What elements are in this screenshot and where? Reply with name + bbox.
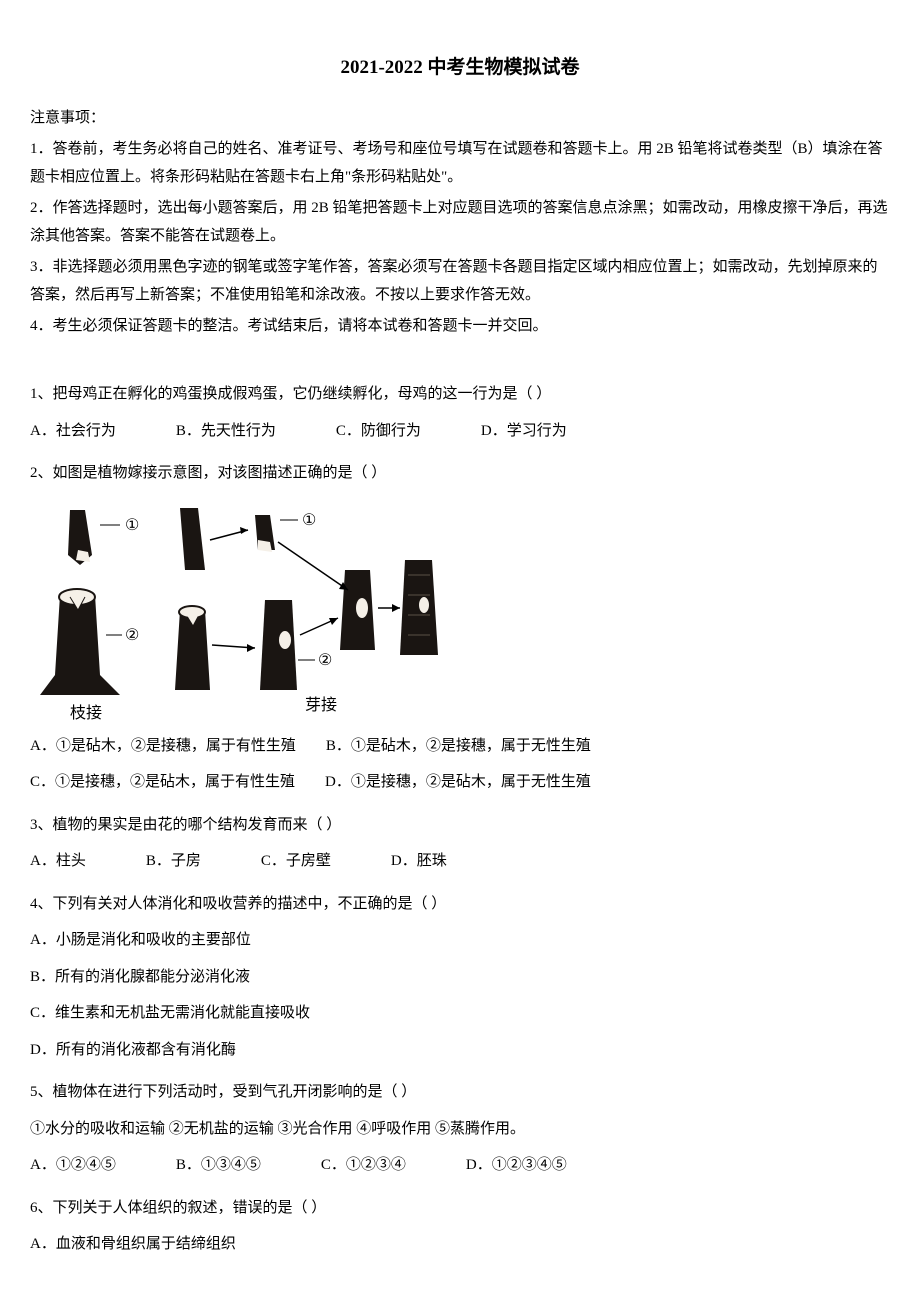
marker-2-right: ② xyxy=(318,652,332,669)
question-2-options-row2: C．①是接穗，②是砧木，属于有性生殖 D．①是接穗，②是砧木，属于无性生殖 xyxy=(30,768,890,797)
q3-option-a: A．柱头 xyxy=(30,847,86,876)
grafting-figure: ① ② 枝接 ① ② 芽接 xyxy=(30,500,450,720)
question-6-text: 6、下列关于人体组织的叙述，错误的是（ ） xyxy=(30,1194,890,1223)
q1-option-c: C．防御行为 xyxy=(336,417,421,446)
question-2-options-row1: A．①是砧木，②是接穗，属于有性生殖 B．①是砧木，②是接穗，属于无性生殖 xyxy=(30,732,890,761)
question-1-text: 1、把母鸡正在孵化的鸡蛋换成假鸡蛋，它仍继续孵化，母鸡的这一行为是（ ） xyxy=(30,380,890,409)
marker-1-left: ① xyxy=(125,517,139,534)
question-1-options: A．社会行为 B．先天性行为 C．防御行为 D．学习行为 xyxy=(30,417,890,446)
q4-option-d: D．所有的消化液都含有消化酶 xyxy=(30,1036,890,1065)
question-2-text: 2、如图是植物嫁接示意图，对该图描述正确的是（ ） xyxy=(30,459,890,488)
grafting-svg: ① ② 枝接 ① ② 芽接 xyxy=(30,500,450,720)
q3-option-d: D．胚珠 xyxy=(391,847,447,876)
questions-section: 1、把母鸡正在孵化的鸡蛋换成假鸡蛋，它仍继续孵化，母鸡的这一行为是（ ） A．社… xyxy=(30,380,890,1259)
q3-option-c: C．子房壁 xyxy=(261,847,331,876)
q5-option-d: D．①②③④⑤ xyxy=(466,1151,567,1180)
q2-option-a: A．①是砧木，②是接穗，属于有性生殖 xyxy=(30,732,296,761)
q6-option-a: A．血液和骨组织属于结缔组织 xyxy=(30,1230,890,1259)
q4-option-b: B．所有的消化腺都能分泌消化液 xyxy=(30,963,890,992)
question-5-options: A．①②④⑤ B．①③④⑤ C．①②③④ D．①②③④⑤ xyxy=(30,1151,890,1180)
instruction-3: 3．非选择题必须用黑色字迹的钢笔或签字笔作答，答案必须写在答题卡各题目指定区域内… xyxy=(30,253,890,310)
instruction-2: 2．作答选择题时，选出每小题答案后，用 2B 铅笔把答题卡上对应题目选项的答案信… xyxy=(30,194,890,251)
q5-option-b: B．①③④⑤ xyxy=(176,1151,261,1180)
marker-2-left: ② xyxy=(125,627,139,644)
q2-option-d: D．①是接穗，②是砧木，属于无性生殖 xyxy=(325,768,591,797)
instruction-1: 1．答卷前，考生务必将自己的姓名、准考证号、考场号和座位号填写在试题卷和答题卡上… xyxy=(30,135,890,192)
q1-option-d: D．学习行为 xyxy=(481,417,567,446)
q3-option-b: B．子房 xyxy=(146,847,201,876)
q1-option-b: B．先天性行为 xyxy=(176,417,276,446)
q5-option-c: C．①②③④ xyxy=(321,1151,406,1180)
question-5-subtext: ①水分的吸收和运输 ②无机盐的运输 ③光合作用 ④呼吸作用 ⑤蒸腾作用。 xyxy=(30,1115,890,1144)
figure-label-right: 芽接 xyxy=(305,696,337,714)
figure-label-left: 枝接 xyxy=(70,704,102,720)
q1-option-a: A．社会行为 xyxy=(30,417,116,446)
q2-option-b: B．①是砧木，②是接穗，属于无性生殖 xyxy=(326,732,591,761)
marker-1-right: ① xyxy=(302,512,316,529)
question-3-text: 3、植物的果实是由花的哪个结构发育而来（ ） xyxy=(30,811,890,840)
q2-option-c: C．①是接穗，②是砧木，属于有性生殖 xyxy=(30,768,295,797)
question-3-options: A．柱头 B．子房 C．子房壁 D．胚珠 xyxy=(30,847,890,876)
instruction-4: 4．考生必须保证答题卡的整洁。考试结束后，请将本试卷和答题卡一并交回。 xyxy=(30,312,890,341)
exam-title: 2021-2022 中考生物模拟试卷 xyxy=(30,50,890,86)
question-5-text: 5、植物体在进行下列活动时，受到气孔开闭影响的是（ ） xyxy=(30,1078,890,1107)
question-4-text: 4、下列有关对人体消化和吸收营养的描述中，不正确的是（ ） xyxy=(30,890,890,919)
q5-option-a: A．①②④⑤ xyxy=(30,1151,116,1180)
q4-option-a: A．小肠是消化和吸收的主要部位 xyxy=(30,926,890,955)
q4-option-c: C．维生素和无机盐无需消化就能直接吸收 xyxy=(30,999,890,1028)
instructions-header: 注意事项： xyxy=(30,104,890,133)
